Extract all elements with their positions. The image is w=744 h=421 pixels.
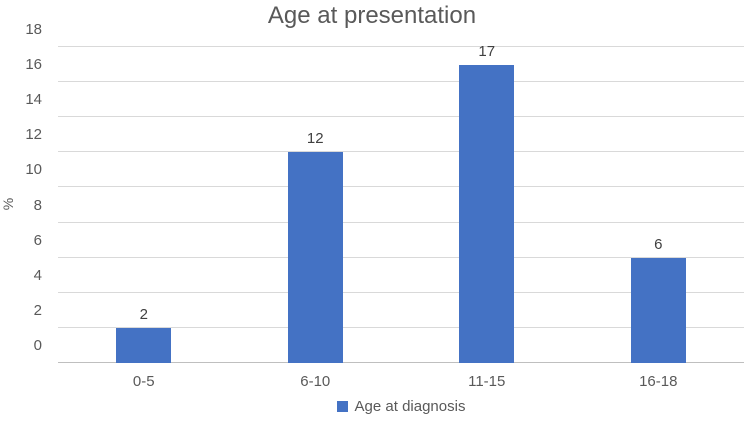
- gridline: [58, 186, 744, 188]
- y-axis-tick-label: 18: [25, 21, 42, 38]
- x-axis-line: [58, 362, 744, 363]
- gridline: [58, 291, 744, 293]
- gridline: [58, 116, 744, 118]
- y-axis-tick-label: 6: [33, 231, 42, 249]
- data-label: 2: [139, 305, 148, 323]
- legend-label: Age at diagnosis: [354, 398, 466, 415]
- gridline: [58, 256, 744, 258]
- gridline: [58, 221, 744, 223]
- x-axis-tick-label: 6-10: [300, 373, 331, 390]
- gridline: [58, 326, 744, 328]
- y-axis-tick-label: 12: [25, 126, 42, 144]
- y-axis-tick-label: 0: [33, 337, 42, 354]
- y-axis-tick-label: 2: [33, 301, 42, 319]
- gridline: [58, 151, 744, 153]
- x-axis-tick-label: 16-18: [639, 373, 678, 390]
- x-axis-tick-label: 11-15: [468, 373, 506, 390]
- data-label: 6: [654, 235, 663, 253]
- bar-16-18: [630, 257, 686, 363]
- y-axis-tick-label: 10: [25, 161, 42, 179]
- y-axis-tick-label: 14: [25, 91, 42, 109]
- bar-11-15: [459, 64, 515, 363]
- data-label: 17: [478, 42, 496, 60]
- legend-swatch-icon: [336, 401, 348, 412]
- y-axis-tick-label: 16: [25, 56, 42, 74]
- gridline: [58, 81, 744, 83]
- chart-title: Age at presentation: [267, 2, 477, 29]
- gridline: [58, 46, 744, 47]
- plot-area: 0 2 4 6 8 10 12 14 16 18 2 12 17 6: [25, 21, 744, 363]
- bar-6-10: [287, 152, 343, 363]
- data-label: 12: [306, 130, 324, 148]
- y-axis-tick-label: 4: [33, 266, 42, 284]
- bar-0-5: [116, 327, 172, 363]
- legend: Age at diagnosis: [58, 398, 744, 415]
- y-axis-tick-label: 8: [33, 196, 42, 214]
- x-axis-tick-label: 0-5: [132, 373, 155, 390]
